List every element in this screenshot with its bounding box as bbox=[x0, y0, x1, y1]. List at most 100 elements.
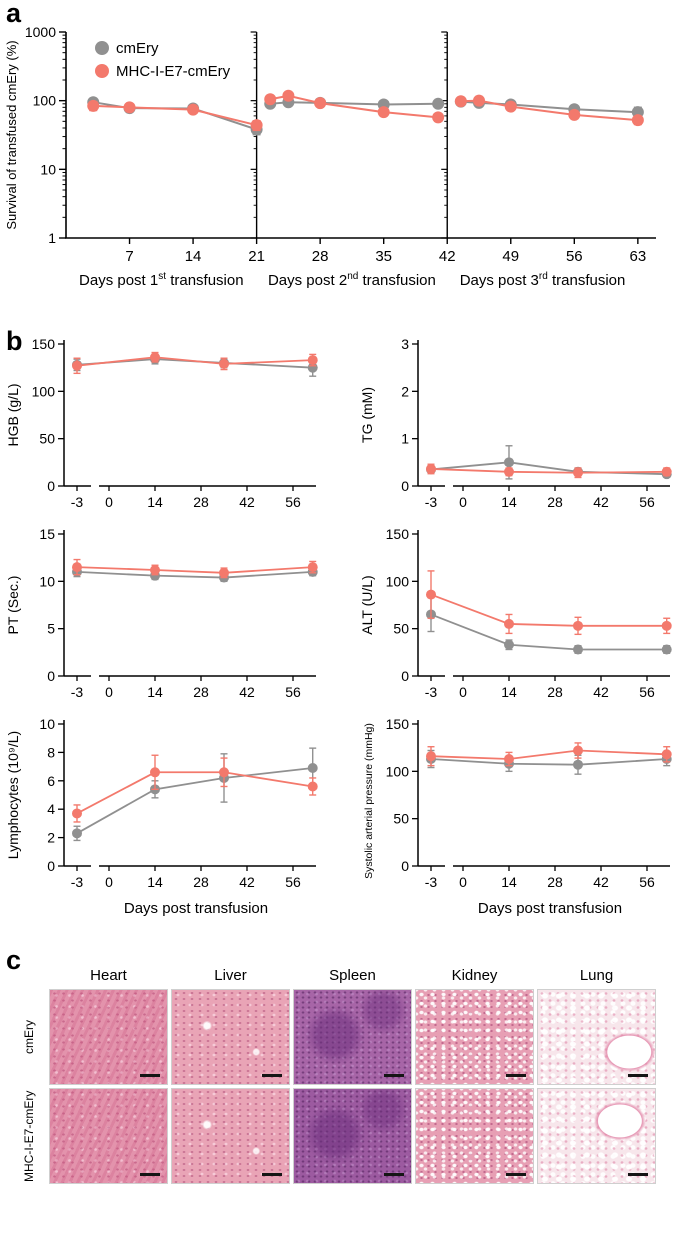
x-tick-label: 0 bbox=[459, 874, 467, 890]
y-tick-label: 10 bbox=[40, 161, 56, 177]
y-tick-label: 100 bbox=[32, 383, 56, 399]
panel-b-label: b bbox=[6, 326, 23, 356]
x-tick-label: 42 bbox=[593, 684, 609, 700]
scale-bar bbox=[628, 1074, 648, 1077]
x-tick-label: 14 bbox=[501, 684, 517, 700]
x-tick-label: 14 bbox=[501, 874, 517, 890]
y-tick-label: 2 bbox=[401, 383, 409, 399]
data-point bbox=[307, 781, 318, 792]
series-MHC-I-E7-cmEry bbox=[72, 351, 318, 375]
data-point bbox=[282, 89, 295, 102]
data-point bbox=[307, 562, 318, 573]
panel-c-label: c bbox=[6, 945, 22, 975]
y-tick-label: 0 bbox=[47, 478, 55, 494]
data-point bbox=[123, 101, 136, 114]
x-tick-label: -3 bbox=[425, 874, 438, 890]
y-axis-label: Survival of transfused cmEry (%) bbox=[4, 40, 19, 229]
segment-label: Days post 1st transfusion bbox=[79, 271, 244, 289]
x-tick-label: 28 bbox=[547, 684, 563, 700]
scale-bar bbox=[384, 1074, 404, 1077]
data-point bbox=[473, 94, 485, 107]
panel-b: b 0 50 100 150 -3 0 14 28 42 56 HGB (g/L) 0 1 2 3 -3 0 1… bbox=[0, 328, 675, 923]
x-tick-label: 63 bbox=[630, 248, 647, 265]
figure: a 1 10 100 1000 7 14 21 28 35 42 49 56 63 Days post 1… bbox=[0, 0, 675, 1184]
y-tick-label: 0 bbox=[401, 478, 409, 494]
x-tick-label: 56 bbox=[639, 874, 655, 890]
x-tick-label: 42 bbox=[239, 494, 255, 510]
data-point bbox=[150, 564, 160, 575]
data-point bbox=[661, 620, 672, 631]
x-tick-label: -3 bbox=[71, 684, 84, 700]
x-tick-label: 0 bbox=[105, 874, 113, 890]
data-point bbox=[72, 808, 82, 819]
survival-chart: 1 10 100 1000 7 14 21 28 35 42 49 56 63 Days post 1st… bbox=[4, 24, 656, 289]
scale-bar bbox=[262, 1074, 282, 1077]
data-point bbox=[504, 618, 514, 629]
data-point bbox=[250, 119, 263, 132]
x-tick-label: 14 bbox=[147, 684, 163, 700]
panel-c: c Heart Liver Spleen Kidney Lung cmEry MHC-I-… bbox=[0, 947, 675, 1184]
panel-a-label: a bbox=[6, 0, 22, 28]
histology-image-cmery-spleen bbox=[293, 989, 412, 1085]
scale-bar bbox=[506, 1074, 526, 1077]
data-point bbox=[219, 567, 229, 578]
alt-chart: 0 50 100 150 -3 0 14 28 42 56 ALT (U/L) bbox=[359, 526, 672, 700]
x-tick-label: 21 bbox=[248, 248, 265, 265]
data-point bbox=[432, 97, 445, 110]
y-tick-label: 6 bbox=[47, 773, 55, 789]
y-tick-label: 50 bbox=[393, 811, 409, 827]
data-point bbox=[314, 97, 327, 110]
data-point bbox=[307, 355, 318, 366]
x-tick-label: 14 bbox=[501, 494, 517, 510]
histology-image-mhc-liver bbox=[171, 1088, 290, 1184]
series-MHC-I-E7-cmEry bbox=[72, 558, 318, 579]
data-point bbox=[504, 754, 514, 765]
y-axis-label: Lymphocytes (10⁹/L) bbox=[5, 731, 21, 859]
systolic-pressure-chart: 0 50 100 150 -3 0 14 28 42 56 Systolic arterial pr… bbox=[363, 716, 672, 917]
scale-bar bbox=[384, 1173, 404, 1176]
x-tick-label: 14 bbox=[147, 874, 163, 890]
histology-image-mhc-kidney bbox=[415, 1088, 534, 1184]
segment-label: Days post 2nd transfusion bbox=[268, 271, 436, 289]
y-tick-label: 2 bbox=[47, 830, 55, 846]
histology-column-label-spleen: Spleen bbox=[329, 967, 376, 984]
series-cmEry bbox=[72, 353, 318, 377]
x-tick-label: -3 bbox=[71, 874, 84, 890]
x-tick-label: 35 bbox=[375, 248, 392, 265]
x-tick-label: 56 bbox=[285, 874, 301, 890]
data-point bbox=[187, 103, 200, 116]
pt-plot: 0 5 10 15 -3 0 14 28 42 56 PT (Sec.) bbox=[5, 526, 318, 700]
histology-image-mhc-lung bbox=[537, 1088, 656, 1184]
data-point bbox=[426, 589, 436, 600]
histology-row-label-mhc: MHC-I-E7-cmEry bbox=[22, 1090, 36, 1182]
tg-plot: 0 1 2 3 -3 0 14 28 42 56 TG (mM) bbox=[359, 336, 672, 510]
y-axis-label: HGB (g/L) bbox=[5, 383, 21, 446]
data-point bbox=[504, 639, 514, 650]
histology-column-label-heart: Heart bbox=[90, 967, 127, 984]
x-tick-label: -3 bbox=[71, 494, 84, 510]
x-axis-label: Days post transfusion bbox=[124, 900, 268, 917]
pt-chart: 0 5 10 15 -3 0 14 28 42 56 PT (Sec.) bbox=[5, 526, 318, 700]
x-tick-label: 28 bbox=[193, 874, 209, 890]
x-tick-label: -3 bbox=[425, 494, 438, 510]
histology-row-label-cmery: cmEry bbox=[22, 1020, 36, 1054]
x-tick-label: 42 bbox=[239, 684, 255, 700]
series-MHC-I-E7-cmEry bbox=[426, 463, 672, 479]
y-axis-label: Systolic arterial pressure (mmHg) bbox=[363, 723, 375, 879]
scale-bar bbox=[506, 1173, 526, 1176]
data-point bbox=[87, 99, 100, 112]
x-tick-label: 0 bbox=[459, 684, 467, 700]
panel-a: a 1 10 100 1000 7 14 21 28 35 42 49 56 63 Days post 1… bbox=[0, 0, 675, 302]
data-point bbox=[661, 466, 672, 477]
x-tick-label: 0 bbox=[105, 684, 113, 700]
x-tick-label: -3 bbox=[425, 684, 438, 700]
lymph-plot: 0 2 4 6 8 10 -3 0 14 28 42 56 Lymphocytes (10⁹/L) Day… bbox=[5, 716, 318, 917]
y-tick-label: 0 bbox=[47, 858, 55, 874]
panel-b-grid: 0 50 100 150 -3 0 14 28 42 56 HGB (g/L) 0 1 2 3 -3 0 14 2… bbox=[0, 328, 675, 923]
x-tick-label: 42 bbox=[239, 874, 255, 890]
scale-bar bbox=[140, 1173, 160, 1176]
legend-label: cmEry bbox=[116, 40, 159, 57]
legend-marker bbox=[95, 64, 109, 78]
histology-column-label-liver: Liver bbox=[214, 967, 247, 984]
data-point bbox=[432, 111, 445, 124]
